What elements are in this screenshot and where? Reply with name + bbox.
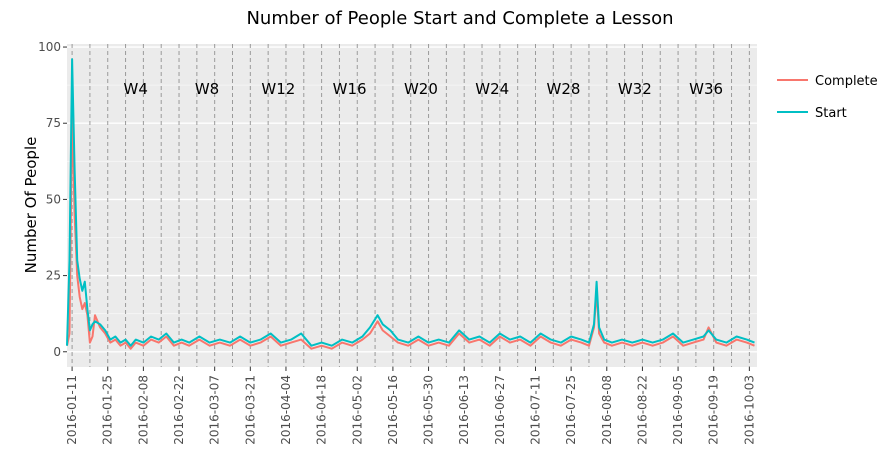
week-label: W24 <box>475 80 509 98</box>
x-tick-label: 2016-06-27 <box>493 375 507 445</box>
x-tick-label: 2016-03-07 <box>208 375 222 445</box>
x-tick-label: 2016-05-02 <box>350 375 364 445</box>
y-tick-label: 100 <box>38 40 61 54</box>
y-axis-label: Number Of People <box>22 137 40 274</box>
x-tick-label: 2016-09-05 <box>671 375 685 445</box>
x-tick-label: 2016-01-11 <box>65 375 79 445</box>
y-tick-label: 50 <box>46 192 61 206</box>
y-tick-label: 0 <box>53 345 61 359</box>
week-label: W8 <box>195 80 219 98</box>
x-tick-label: 2016-07-11 <box>529 375 543 445</box>
y-tick-label: 75 <box>46 116 61 130</box>
x-tick-label: 2016-10-03 <box>742 375 756 445</box>
x-tick-label: 2016-02-22 <box>172 375 186 445</box>
x-tick-label: 2016-04-18 <box>315 375 329 445</box>
chart-title: Number of People Start and Complete a Le… <box>246 8 673 29</box>
series-line-complete <box>66 107 755 350</box>
week-label: W12 <box>261 80 295 98</box>
week-label: W36 <box>689 80 723 98</box>
week-label: W4 <box>124 80 148 98</box>
week-label: W28 <box>547 80 581 98</box>
x-tick-label: 2016-09-19 <box>707 375 721 445</box>
x-tick-label: 2016-03-21 <box>243 375 257 445</box>
x-tick-label: 2016-05-30 <box>422 375 436 445</box>
x-tick-label: 2016-08-08 <box>600 375 614 445</box>
legend-label-start: Start <box>815 106 847 121</box>
series-line-start <box>66 58 755 347</box>
x-tick-label: 2016-01-25 <box>101 375 115 445</box>
y-tick-label: 25 <box>46 269 61 283</box>
x-tick-label: 2016-02-08 <box>136 375 150 445</box>
x-tick-label: 2016-07-25 <box>564 375 578 445</box>
x-tick-label: 2016-05-16 <box>386 375 400 445</box>
x-tick-label: 2016-06-13 <box>457 375 471 445</box>
x-tick-label: 2016-08-22 <box>635 375 649 445</box>
week-label: W32 <box>618 80 652 98</box>
legend-label-complete: Complete <box>815 74 878 89</box>
week-label: W20 <box>404 80 438 98</box>
x-tick-label: 2016-04-04 <box>279 375 293 445</box>
week-label: W16 <box>333 80 367 98</box>
